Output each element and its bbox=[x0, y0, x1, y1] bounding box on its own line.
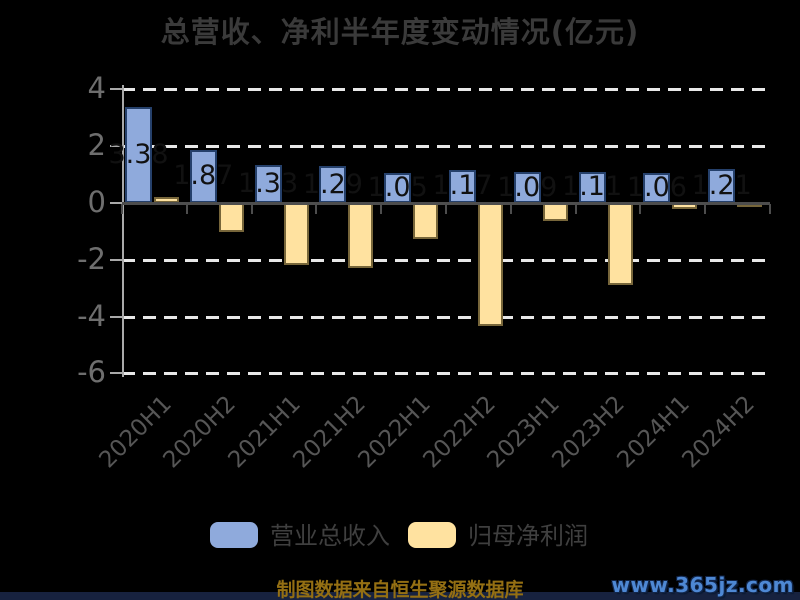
bar-netprofit-2021H2 bbox=[348, 203, 374, 268]
y-axis-tick bbox=[110, 372, 122, 375]
bar-revenue-2022H2 bbox=[449, 169, 476, 203]
x-axis-tick bbox=[185, 204, 188, 214]
x-axis-tick bbox=[445, 204, 447, 214]
bar-revenue-2024H1 bbox=[643, 172, 671, 203]
bar-netprofit-2023H2 bbox=[607, 203, 633, 285]
bar-netprofit-2022H1 bbox=[413, 203, 439, 239]
bar-revenue-2023H2 bbox=[578, 171, 606, 203]
y-axis-tick-label: 2 bbox=[87, 128, 106, 163]
bar-value-label: 1.11 bbox=[562, 171, 623, 203]
x-axis-tick bbox=[121, 204, 123, 214]
bar-value-label: 1.33 bbox=[238, 168, 299, 200]
x-axis-tick bbox=[769, 204, 771, 214]
data-source-note: 制图数据来自恒生聚源数据库 bbox=[276, 579, 524, 600]
y-axis-tick bbox=[110, 145, 122, 148]
gridline bbox=[122, 88, 770, 92]
legend-swatch-netprofit bbox=[408, 522, 456, 548]
gridline bbox=[122, 315, 770, 319]
bar-revenue-2021H2 bbox=[319, 166, 347, 203]
bar-revenue-2021H1 bbox=[254, 165, 282, 203]
bar-value-label: 1.09 bbox=[497, 171, 558, 203]
x-axis-tick bbox=[315, 204, 318, 214]
gridline bbox=[122, 372, 770, 376]
y-axis-tick bbox=[110, 315, 122, 318]
y-axis-tick-label: -4 bbox=[77, 298, 106, 333]
bar-value-label: 1.87 bbox=[173, 160, 234, 192]
legend-swatch-revenue bbox=[210, 522, 258, 548]
gridline bbox=[122, 145, 770, 149]
bar-revenue-2024H2 bbox=[708, 168, 736, 203]
bar-netprofit-2021H1 bbox=[283, 203, 309, 265]
legend-label-netprofit: 归母净利润 bbox=[468, 522, 588, 550]
bottom-bar bbox=[0, 592, 800, 600]
x-axis-tick bbox=[380, 204, 383, 214]
x-axis-tick bbox=[704, 204, 707, 214]
bar-netprofit-2022H2 bbox=[478, 203, 503, 326]
bar-value-label: 3.38 bbox=[108, 139, 169, 170]
y-axis-tick-label: 4 bbox=[87, 71, 106, 106]
y-axis-line bbox=[122, 85, 124, 377]
bar-revenue-2022H1 bbox=[384, 173, 412, 203]
bar-value-label: 1.29 bbox=[302, 168, 363, 200]
watermark-link[interactable]: www.365jz.com bbox=[611, 573, 794, 597]
x-axis-tick bbox=[639, 204, 642, 214]
chart-title: 总营收、净利半年度变动情况(亿元) bbox=[160, 15, 640, 49]
y-axis-tick-label: -2 bbox=[77, 241, 106, 276]
x-axis-line bbox=[122, 202, 770, 205]
x-axis-tick bbox=[250, 204, 253, 214]
bar-netprofit-2020H2 bbox=[218, 203, 244, 232]
y-axis-tick-label: -6 bbox=[77, 355, 106, 390]
x-axis-tick bbox=[509, 204, 512, 214]
y-axis-tick-label: 0 bbox=[87, 185, 106, 219]
gridline bbox=[122, 258, 770, 262]
bar-value-label: 1.05 bbox=[367, 172, 428, 204]
x-axis-tick bbox=[574, 204, 577, 214]
y-axis-tick bbox=[110, 202, 122, 204]
bar-value-label: 1.21 bbox=[691, 169, 752, 201]
bar-netprofit-2023H1 bbox=[542, 203, 568, 221]
y-axis-tick bbox=[110, 258, 122, 261]
bar-value-label: 1.06 bbox=[626, 171, 687, 203]
y-axis-tick bbox=[110, 88, 122, 91]
bar-revenue-2020H2 bbox=[189, 149, 217, 203]
bar-value-label: 1.17 bbox=[432, 170, 493, 202]
legend-label-revenue: 营业总收入 bbox=[270, 522, 390, 550]
